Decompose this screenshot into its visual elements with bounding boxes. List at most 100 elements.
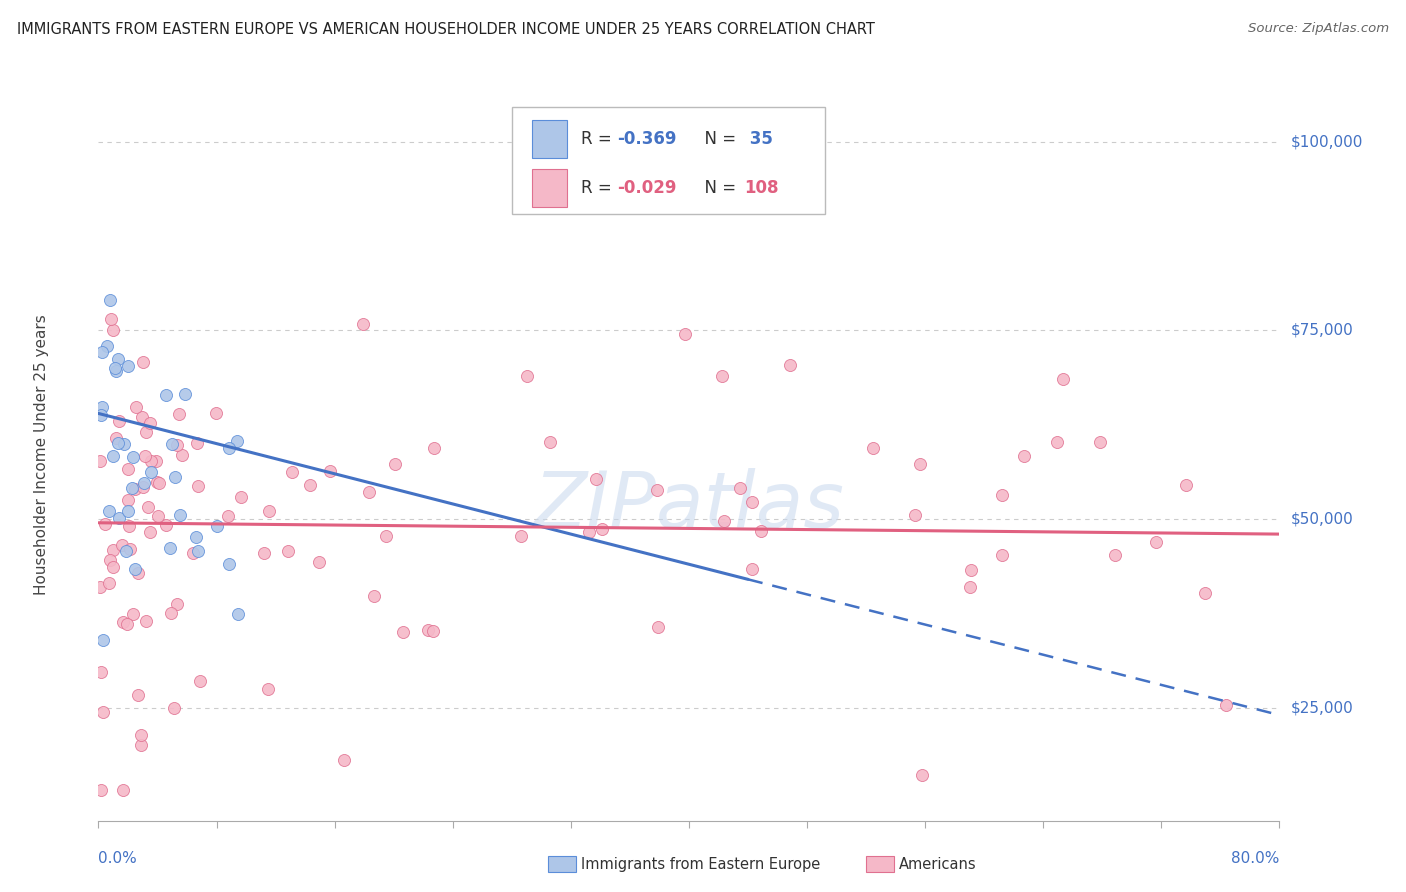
Point bbox=[186, 436, 208, 450]
Point bbox=[89, 454, 111, 468]
Text: $75,000: $75,000 bbox=[1291, 323, 1354, 338]
Point bbox=[647, 620, 669, 634]
Point bbox=[105, 431, 128, 445]
Point bbox=[538, 435, 561, 450]
Point bbox=[101, 560, 124, 574]
Point bbox=[146, 475, 169, 489]
Text: R =: R = bbox=[582, 130, 617, 148]
Point bbox=[112, 615, 135, 629]
Point bbox=[111, 783, 134, 797]
Point bbox=[204, 406, 226, 420]
Point bbox=[384, 457, 406, 471]
Point bbox=[136, 500, 159, 514]
Point bbox=[174, 387, 197, 401]
Text: Source: ZipAtlas.com: Source: ZipAtlas.com bbox=[1249, 22, 1389, 36]
Point bbox=[908, 457, 931, 471]
Point bbox=[1144, 535, 1167, 549]
Text: $25,000: $25,000 bbox=[1291, 700, 1354, 715]
Point bbox=[127, 566, 149, 580]
Text: R =: R = bbox=[582, 179, 617, 197]
Point bbox=[112, 437, 135, 451]
Point bbox=[134, 449, 156, 463]
Point bbox=[959, 581, 981, 595]
Point bbox=[134, 476, 156, 491]
Point bbox=[118, 518, 141, 533]
Text: $100,000: $100,000 bbox=[1291, 135, 1362, 150]
Point bbox=[89, 580, 111, 594]
Point bbox=[779, 358, 801, 372]
Point bbox=[93, 516, 115, 531]
Point bbox=[90, 408, 112, 422]
Point bbox=[166, 597, 188, 611]
Point bbox=[257, 504, 280, 518]
Point bbox=[155, 518, 177, 533]
Point bbox=[101, 323, 124, 337]
FancyBboxPatch shape bbox=[512, 108, 825, 213]
Point bbox=[117, 462, 139, 476]
Point bbox=[363, 589, 385, 603]
Point bbox=[132, 480, 155, 494]
Text: Americans: Americans bbox=[898, 857, 976, 871]
Point bbox=[124, 482, 146, 496]
Point bbox=[749, 524, 772, 539]
Point bbox=[165, 470, 187, 484]
Point bbox=[127, 688, 149, 702]
Point bbox=[139, 417, 162, 431]
Point bbox=[117, 359, 139, 373]
Point bbox=[100, 311, 122, 326]
Point bbox=[166, 438, 188, 452]
Point bbox=[257, 681, 280, 696]
Point bbox=[159, 606, 181, 620]
Point bbox=[299, 478, 322, 492]
Point bbox=[117, 503, 139, 517]
Point bbox=[591, 522, 613, 536]
Point bbox=[510, 529, 533, 543]
Point bbox=[229, 490, 252, 504]
Point bbox=[167, 408, 190, 422]
Point bbox=[187, 544, 209, 558]
Point bbox=[90, 665, 112, 680]
Point bbox=[139, 525, 162, 540]
Point bbox=[98, 552, 121, 566]
Text: 0.0%: 0.0% bbox=[98, 851, 138, 866]
Text: 108: 108 bbox=[744, 179, 779, 197]
Text: N =: N = bbox=[693, 130, 741, 148]
FancyBboxPatch shape bbox=[531, 169, 567, 207]
Point bbox=[728, 481, 751, 495]
FancyBboxPatch shape bbox=[531, 120, 567, 158]
Point bbox=[423, 441, 446, 455]
Point bbox=[160, 437, 183, 451]
Point bbox=[416, 623, 439, 637]
Text: -0.029: -0.029 bbox=[617, 179, 676, 197]
Point bbox=[163, 701, 186, 715]
Text: 80.0%: 80.0% bbox=[1232, 851, 1279, 866]
Point bbox=[277, 544, 299, 558]
Point bbox=[218, 441, 240, 455]
Point bbox=[205, 518, 228, 533]
Point bbox=[131, 355, 153, 369]
Point bbox=[135, 614, 157, 628]
Text: -0.369: -0.369 bbox=[617, 130, 676, 148]
Point bbox=[117, 493, 139, 508]
Point bbox=[90, 783, 112, 797]
Point bbox=[226, 434, 249, 448]
Point bbox=[122, 607, 145, 622]
Point bbox=[121, 481, 143, 495]
Point bbox=[120, 542, 142, 557]
Text: IMMIGRANTS FROM EASTERN EUROPE VS AMERICAN HOUSEHOLDER INCOME UNDER 25 YEARS COR: IMMIGRANTS FROM EASTERN EUROPE VS AMERIC… bbox=[17, 22, 875, 37]
Point bbox=[169, 508, 191, 523]
Point bbox=[96, 339, 118, 353]
Point bbox=[1052, 372, 1074, 386]
Point bbox=[111, 538, 134, 552]
Point bbox=[391, 625, 413, 640]
Point bbox=[357, 485, 380, 500]
Point bbox=[673, 326, 696, 341]
Point bbox=[1194, 586, 1216, 600]
Point bbox=[713, 514, 735, 528]
Point bbox=[117, 617, 139, 632]
Point bbox=[104, 361, 127, 376]
Point bbox=[422, 624, 444, 639]
Point bbox=[181, 546, 204, 560]
Point bbox=[155, 388, 177, 402]
Point bbox=[148, 475, 170, 490]
